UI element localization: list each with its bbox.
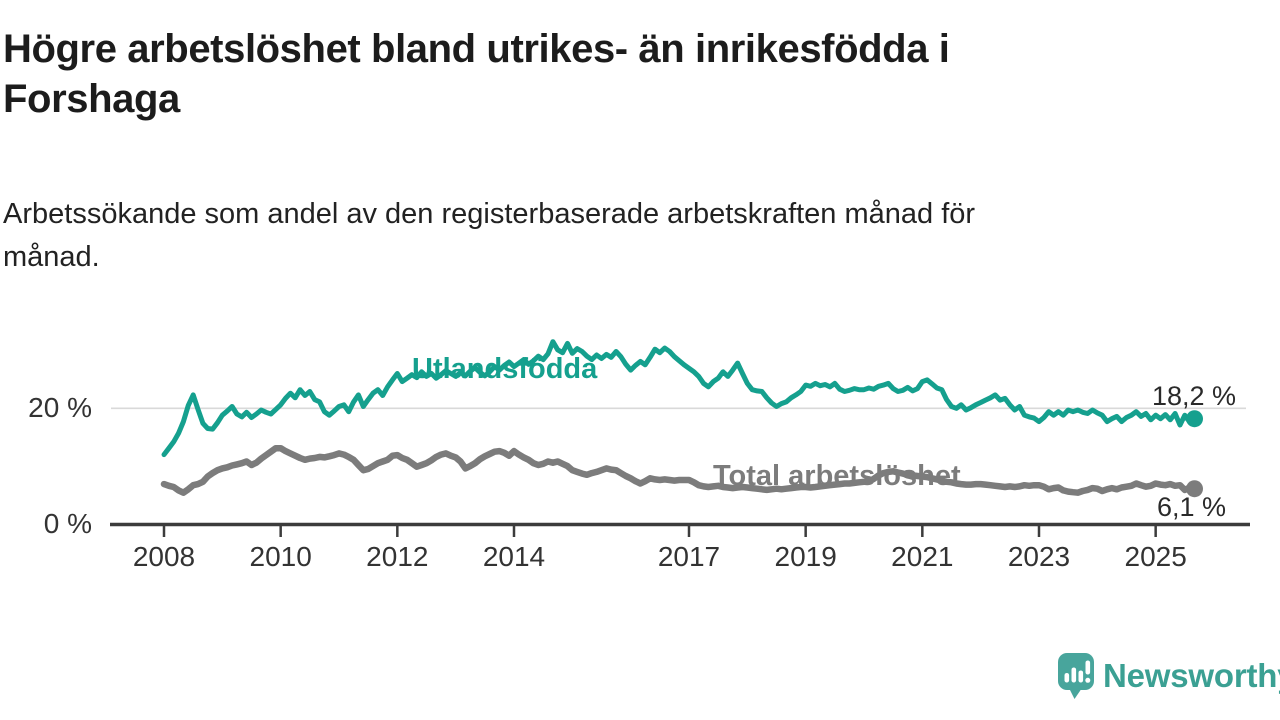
end-value-label-utlandsfodda: 18,2 % <box>1151 381 1236 411</box>
title-line-2: Forshaga <box>3 77 180 121</box>
title-line-1: Högre arbetslöshet bland utrikes- än inr… <box>3 27 950 71</box>
y-axis-tick-label: 0 % <box>43 508 92 539</box>
series-line-utlandsfodda <box>161 339 1197 458</box>
newsworthy-logo: Newsworthy <box>1056 652 1280 700</box>
series-end-dot-total <box>1186 480 1203 498</box>
subtitle-line-1: Arbetssökande som andel av den registerb… <box>3 198 976 230</box>
series-lines <box>160 339 1203 498</box>
series-label-utlandsfodda: Utlandsfödda <box>412 353 598 385</box>
x-axis-tick-label: 2014 <box>482 541 546 572</box>
x-axis-tick-label: 2008 <box>132 541 196 572</box>
x-axis-tick-label: 2010 <box>249 541 312 572</box>
chart-subtitle: Arbetssökande som andel av den registerb… <box>3 193 1193 279</box>
series-label-total: Total arbetslöshet <box>713 460 961 492</box>
page-title: Högre arbetslöshet bland utrikes- än inr… <box>3 24 1163 124</box>
series-line-total <box>160 444 1198 496</box>
x-axis-tick-label: 2017 <box>657 541 721 572</box>
y-axis-tick-label: 20 % <box>28 392 92 424</box>
x-axis-tick-label: 2019 <box>774 541 837 572</box>
x-axis-tick-label: 2023 <box>1007 541 1071 572</box>
newsworthy-logo-text: Newsworthy <box>1103 657 1280 694</box>
subtitle-line-2: månad. <box>3 241 100 273</box>
series-end-dot-utlandsfodda <box>1186 410 1203 428</box>
x-axis-tick-label: 2025 <box>1124 541 1187 572</box>
x-axis-tick-label: 2021 <box>891 541 954 572</box>
end-value-label-total: 6,1 % <box>1156 492 1226 522</box>
x-axis-tick-label: 2012 <box>366 541 429 572</box>
newsworthy-logo-icon <box>1058 653 1094 699</box>
